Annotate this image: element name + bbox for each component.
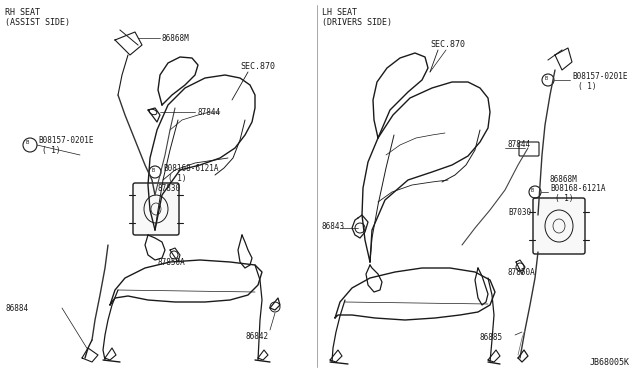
Text: 87830: 87830	[158, 184, 181, 193]
Text: B08168-6121A: B08168-6121A	[550, 184, 605, 193]
Text: ( 1): ( 1)	[555, 194, 573, 203]
Text: ( 1): ( 1)	[42, 146, 61, 155]
Text: (DRIVERS SIDE): (DRIVERS SIDE)	[322, 18, 392, 27]
Text: B: B	[545, 76, 548, 80]
Text: 86843: 86843	[322, 222, 345, 231]
Text: 87850A: 87850A	[158, 258, 186, 267]
Text: 86868M: 86868M	[550, 175, 578, 184]
Text: 86884: 86884	[5, 304, 28, 313]
Text: JB68005K: JB68005K	[590, 358, 630, 367]
Text: 87844: 87844	[197, 108, 220, 117]
Text: 87844: 87844	[508, 140, 531, 149]
Text: ( 1): ( 1)	[168, 174, 186, 183]
FancyBboxPatch shape	[133, 183, 179, 235]
Text: 87850A: 87850A	[508, 268, 536, 277]
Text: ( 1): ( 1)	[578, 82, 596, 91]
Text: B08157-0201E: B08157-0201E	[572, 72, 627, 81]
Text: B7030: B7030	[508, 208, 531, 217]
FancyBboxPatch shape	[519, 142, 539, 156]
Text: SEC.870: SEC.870	[240, 62, 275, 71]
Text: B: B	[531, 187, 534, 192]
Text: B: B	[26, 141, 29, 145]
Text: B08168-6121A: B08168-6121A	[163, 164, 218, 173]
Text: 86868M: 86868M	[162, 34, 189, 43]
FancyBboxPatch shape	[533, 198, 585, 254]
Text: SEC.870: SEC.870	[430, 40, 465, 49]
Text: 86842: 86842	[245, 332, 268, 341]
Text: LH SEAT: LH SEAT	[322, 8, 357, 17]
Text: B: B	[152, 167, 155, 173]
Text: (ASSIST SIDE): (ASSIST SIDE)	[5, 18, 70, 27]
Text: B08157-0201E: B08157-0201E	[38, 136, 93, 145]
Text: RH SEAT: RH SEAT	[5, 8, 40, 17]
Text: 86885: 86885	[480, 333, 503, 342]
